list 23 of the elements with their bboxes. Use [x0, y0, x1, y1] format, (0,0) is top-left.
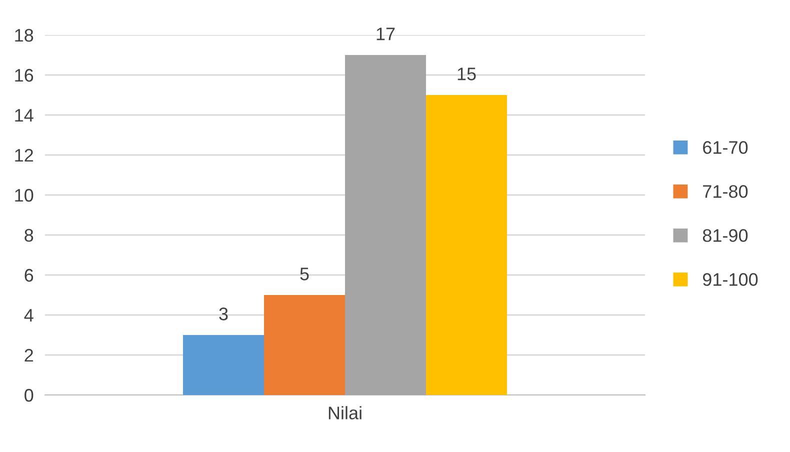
legend-label: 61-70 — [703, 141, 748, 154]
data-label: 5 — [300, 268, 309, 280]
y-tick-label: 0 — [24, 388, 34, 402]
x-tick-label: Nilai — [328, 406, 362, 420]
bar — [264, 295, 345, 395]
y-tick-label: 14 — [15, 109, 34, 122]
bar — [345, 55, 426, 395]
y-tick-label: 6 — [24, 268, 34, 282]
legend-label: 91-100 — [702, 273, 758, 286]
y-tick-label: 8 — [24, 228, 34, 242]
y-tick-label: 10 — [15, 188, 34, 202]
legend-label: 71-80 — [703, 185, 748, 198]
y-tick-label: 18 — [15, 28, 34, 42]
data-label: 17 — [376, 28, 395, 40]
bar — [426, 95, 507, 395]
y-tick-label: 16 — [15, 68, 34, 82]
y-tick-label: 12 — [15, 148, 33, 162]
bar — [183, 335, 264, 395]
y-tick-label: 4 — [24, 309, 34, 322]
y-tick-label: 2 — [24, 348, 33, 362]
data-label: 3 — [219, 308, 228, 320]
legend-label: 81-90 — [702, 229, 748, 242]
data-label: 15 — [458, 68, 476, 80]
